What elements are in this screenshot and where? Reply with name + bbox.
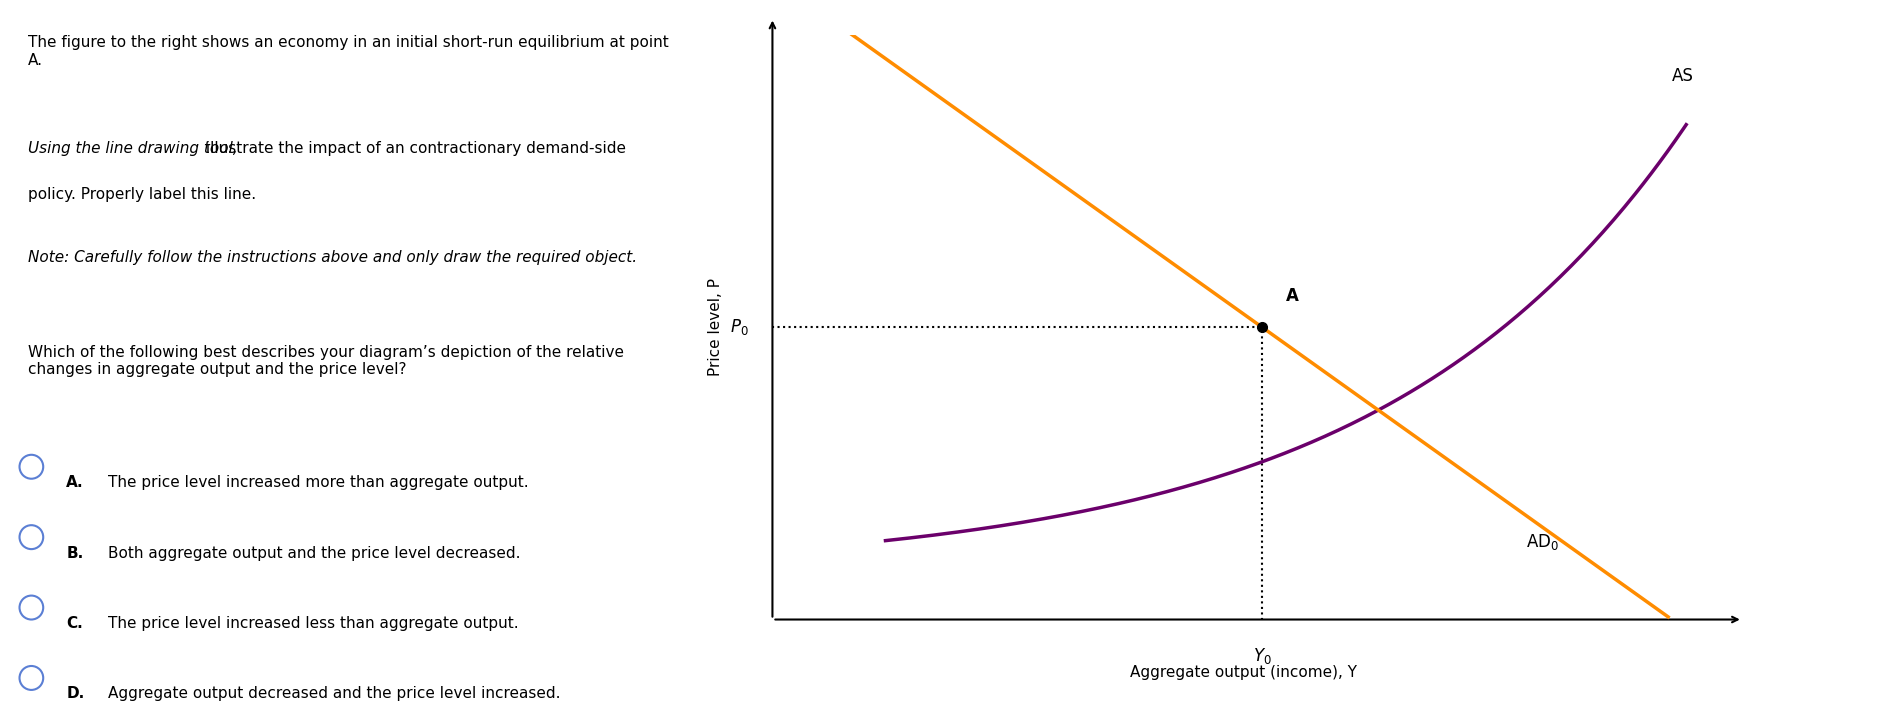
Text: $P_0$: $P_0$ (731, 318, 748, 337)
Text: AD$_0$: AD$_0$ (1526, 532, 1558, 552)
Text: Using the line drawing tool,: Using the line drawing tool, (28, 141, 237, 156)
Text: Note: Carefully follow the instructions above and only draw the required object.: Note: Carefully follow the instructions … (28, 250, 637, 265)
Text: B.: B. (66, 546, 83, 560)
Text: D.: D. (66, 686, 85, 701)
Text: A.: A. (66, 475, 85, 490)
Text: Aggregate output (income), Y: Aggregate output (income), Y (1130, 665, 1356, 679)
Text: A: A (1285, 287, 1298, 305)
Text: Both aggregate output and the price level decreased.: Both aggregate output and the price leve… (107, 546, 520, 560)
Text: illustrate the impact of an contractionary demand-side: illustrate the impact of an contractiona… (202, 141, 625, 156)
Text: C.: C. (66, 616, 83, 631)
Text: The price level increased more than aggregate output.: The price level increased more than aggr… (107, 475, 529, 490)
Text: Which of the following best describes your diagram’s depiction of the relative
c: Which of the following best describes yo… (28, 345, 624, 377)
Text: The price level increased less than aggregate output.: The price level increased less than aggr… (107, 616, 518, 631)
Text: AS: AS (1671, 67, 1694, 85)
Text: $Y_0$: $Y_0$ (1253, 646, 1272, 666)
Text: Aggregate output decreased and the price level increased.: Aggregate output decreased and the price… (107, 686, 561, 701)
Text: Price level, P: Price level, P (708, 278, 723, 377)
Text: The figure to the right shows an economy in an initial short-run equilibrium at : The figure to the right shows an economy… (28, 35, 669, 68)
Text: policy. Properly label this line.: policy. Properly label this line. (28, 187, 256, 201)
